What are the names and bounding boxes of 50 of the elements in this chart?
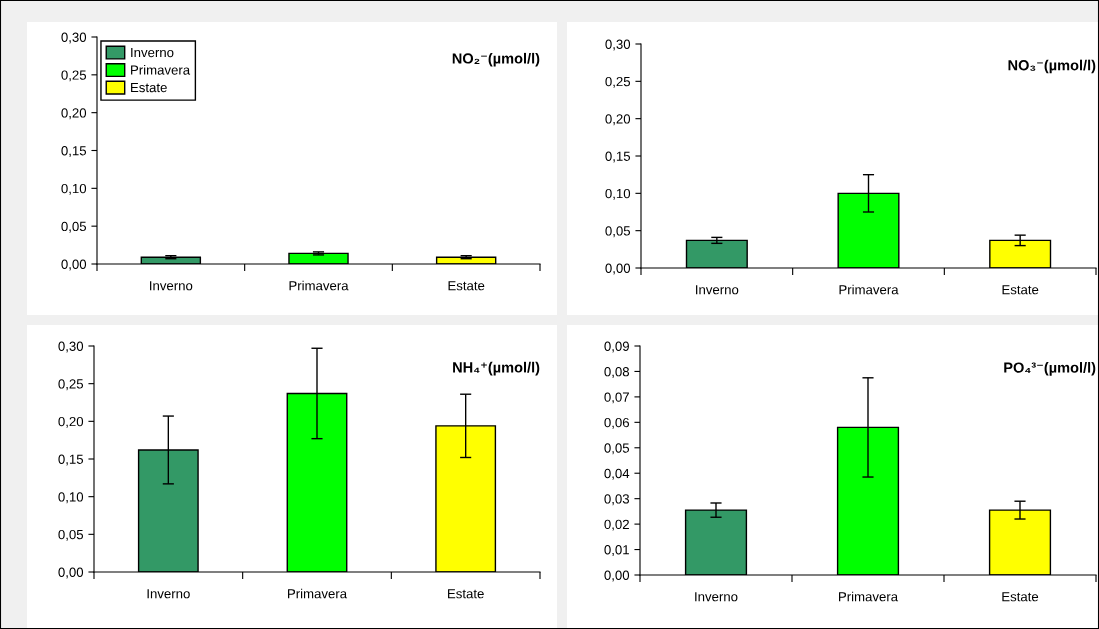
x-tick-label: Estate (1002, 285, 1039, 295)
y-tick-label: 0,05 (604, 443, 630, 455)
y-tick-label: 0,03 (604, 494, 630, 506)
y-tick-label: 0,25 (605, 76, 631, 88)
y-tick-label: 0,30 (58, 341, 84, 353)
y-tick-label: 0,05 (58, 529, 84, 541)
y-tick-label: 0,05 (61, 221, 87, 233)
y-tick-label: 0,25 (61, 70, 87, 82)
x-tick-label: Primavera (288, 588, 348, 599)
y-tick-label: 0,04 (604, 468, 630, 480)
x-tick-label: Inverno (695, 592, 738, 602)
text: NO₂⁻(µmol/l) (452, 52, 540, 67)
y-tick-label: 0,10 (61, 183, 87, 195)
x-tick-label: Primavera (839, 284, 899, 295)
x-tick-label: Inverno (696, 285, 739, 295)
legend-label: Primavera (131, 65, 191, 75)
y-tick-label: 0,07 (604, 392, 629, 404)
y-tick-label: 0,10 (605, 188, 631, 200)
x-tick-label: Estate (1002, 592, 1039, 602)
y-tick-label: 0,30 (605, 39, 631, 51)
y-tick-label: 0,25 (58, 379, 84, 391)
y-tick-label: 0,06 (604, 417, 630, 429)
y-tick-label: 0,20 (61, 108, 87, 120)
y-tick-label: 0,02 (604, 519, 629, 531)
text: NO₃⁻(µmol/l) (1008, 59, 1096, 74)
text: PO₄³⁻(µmol/l) (1004, 362, 1096, 376)
x-tick-label: Inverno (150, 281, 193, 291)
y-tick-label: 0,15 (58, 454, 84, 466)
y-tick-label: 0,00 (58, 567, 84, 579)
y-tick-label: 0,08 (604, 367, 630, 378)
y-tick-label: 0,05 (605, 226, 631, 238)
x-tick-label: Primavera (839, 591, 899, 602)
y-tick-label: 0,01 (604, 545, 629, 557)
y-tick-label: 0,00 (604, 570, 630, 582)
text: NH₄⁺(µmol/l) (453, 361, 540, 376)
y-tick-label: 0,20 (605, 114, 631, 126)
x-tick-label: Primavera (289, 280, 349, 291)
legend-label: Inverno (131, 47, 174, 58)
y-tick-label: 0,00 (605, 263, 631, 275)
y-tick-label: 0,09 (604, 341, 629, 353)
x-tick-label: Inverno (147, 589, 190, 599)
y-tick-label: 0,00 (61, 259, 87, 271)
legend-label: Estate (131, 83, 167, 93)
y-tick-label: 0,10 (58, 492, 84, 504)
y-tick-label: 0,15 (605, 151, 631, 163)
x-tick-label: Estate (448, 589, 484, 599)
y-tick-label: 0,15 (61, 146, 87, 157)
y-tick-label: 0,20 (58, 416, 84, 428)
x-tick-label: Estate (448, 281, 485, 291)
y-tick-label: 0,30 (61, 32, 87, 44)
